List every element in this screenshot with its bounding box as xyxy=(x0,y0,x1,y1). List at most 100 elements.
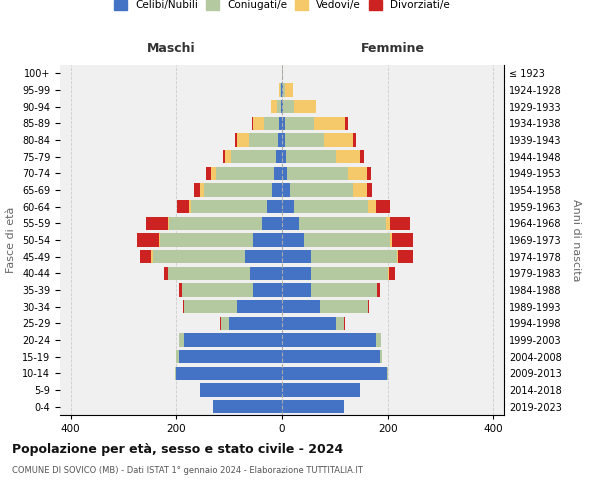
Bar xyxy=(282,300,320,314)
Bar xyxy=(282,150,286,164)
Bar xyxy=(311,284,377,296)
Bar xyxy=(277,100,281,114)
Bar xyxy=(204,184,272,196)
Bar xyxy=(271,100,277,114)
Bar xyxy=(282,284,311,296)
Bar xyxy=(237,300,282,314)
Bar xyxy=(282,400,344,413)
Bar xyxy=(146,216,169,230)
Bar xyxy=(179,350,282,364)
Bar xyxy=(282,350,380,364)
Bar xyxy=(183,300,184,314)
Bar xyxy=(178,200,189,213)
Bar xyxy=(388,266,389,280)
Bar xyxy=(191,200,267,213)
Bar xyxy=(282,266,311,280)
Legend: Celibi/Nubili, Coniugati/e, Vedovi/e, Divorziati/e: Celibi/Nubili, Coniugati/e, Vedovi/e, Di… xyxy=(114,0,450,10)
Bar xyxy=(282,334,376,346)
Bar xyxy=(237,134,249,146)
Bar xyxy=(213,400,282,413)
Bar xyxy=(253,234,282,246)
Bar xyxy=(290,184,353,196)
Bar xyxy=(280,84,281,96)
Bar xyxy=(253,116,263,130)
Bar xyxy=(282,134,284,146)
Bar xyxy=(337,150,360,164)
Bar xyxy=(151,250,152,264)
Bar xyxy=(281,100,282,114)
Text: Popolazione per età, sesso e stato civile - 2024: Popolazione per età, sesso e stato civil… xyxy=(12,442,343,456)
Bar xyxy=(169,266,250,280)
Bar xyxy=(386,216,391,230)
Y-axis label: Fasce di età: Fasce di età xyxy=(7,207,16,273)
Bar xyxy=(311,266,388,280)
Bar xyxy=(179,334,184,346)
Bar xyxy=(293,200,368,213)
Bar xyxy=(320,300,368,314)
Bar xyxy=(367,166,371,180)
Bar xyxy=(231,150,275,164)
Bar xyxy=(245,250,282,264)
Bar xyxy=(216,166,274,180)
Bar xyxy=(282,100,283,114)
Bar xyxy=(324,134,353,146)
Bar xyxy=(398,250,413,264)
Bar xyxy=(390,234,392,246)
Bar xyxy=(275,150,282,164)
Bar xyxy=(348,166,367,180)
Bar xyxy=(262,216,282,230)
Bar xyxy=(360,150,364,164)
Bar xyxy=(368,200,376,213)
Bar xyxy=(140,250,151,264)
Bar xyxy=(397,250,398,264)
Bar xyxy=(267,200,282,213)
Bar xyxy=(314,116,346,130)
Bar xyxy=(182,284,253,296)
Bar xyxy=(200,384,282,396)
Bar xyxy=(211,166,216,180)
Bar xyxy=(392,234,413,246)
Bar xyxy=(252,116,253,130)
Bar xyxy=(283,100,293,114)
Bar xyxy=(179,284,182,296)
Bar xyxy=(346,116,347,130)
Bar xyxy=(282,116,284,130)
Y-axis label: Anni di nascita: Anni di nascita xyxy=(571,198,581,281)
Bar xyxy=(287,166,348,180)
Bar xyxy=(176,350,179,364)
Bar xyxy=(389,266,395,280)
Bar xyxy=(253,284,282,296)
Bar xyxy=(283,84,285,96)
Bar xyxy=(272,184,282,196)
Bar xyxy=(282,366,386,380)
Bar xyxy=(221,316,229,330)
Bar xyxy=(376,334,382,346)
Bar xyxy=(235,134,237,146)
Text: Maschi: Maschi xyxy=(146,42,196,55)
Bar xyxy=(282,216,299,230)
Bar xyxy=(282,384,360,396)
Bar xyxy=(169,216,262,230)
Bar xyxy=(175,366,176,380)
Bar xyxy=(391,216,410,230)
Bar xyxy=(282,200,293,213)
Bar xyxy=(152,250,245,264)
Bar xyxy=(220,316,221,330)
Bar xyxy=(284,134,324,146)
Bar xyxy=(194,184,200,196)
Bar xyxy=(263,116,280,130)
Bar xyxy=(282,184,290,196)
Bar xyxy=(293,100,316,114)
Bar xyxy=(284,116,314,130)
Bar xyxy=(336,316,344,330)
Bar xyxy=(282,316,336,330)
Bar xyxy=(299,216,386,230)
Text: COMUNE DI SOVICO (MB) - Dati ISTAT 1° gennaio 2024 - Elaborazione TUTTITALIA.IT: COMUNE DI SOVICO (MB) - Dati ISTAT 1° ge… xyxy=(12,466,363,475)
Bar xyxy=(248,134,278,146)
Bar xyxy=(386,366,388,380)
Bar xyxy=(200,184,204,196)
Bar xyxy=(376,200,391,213)
Bar xyxy=(223,150,226,164)
Bar xyxy=(280,116,282,130)
Bar xyxy=(274,166,282,180)
